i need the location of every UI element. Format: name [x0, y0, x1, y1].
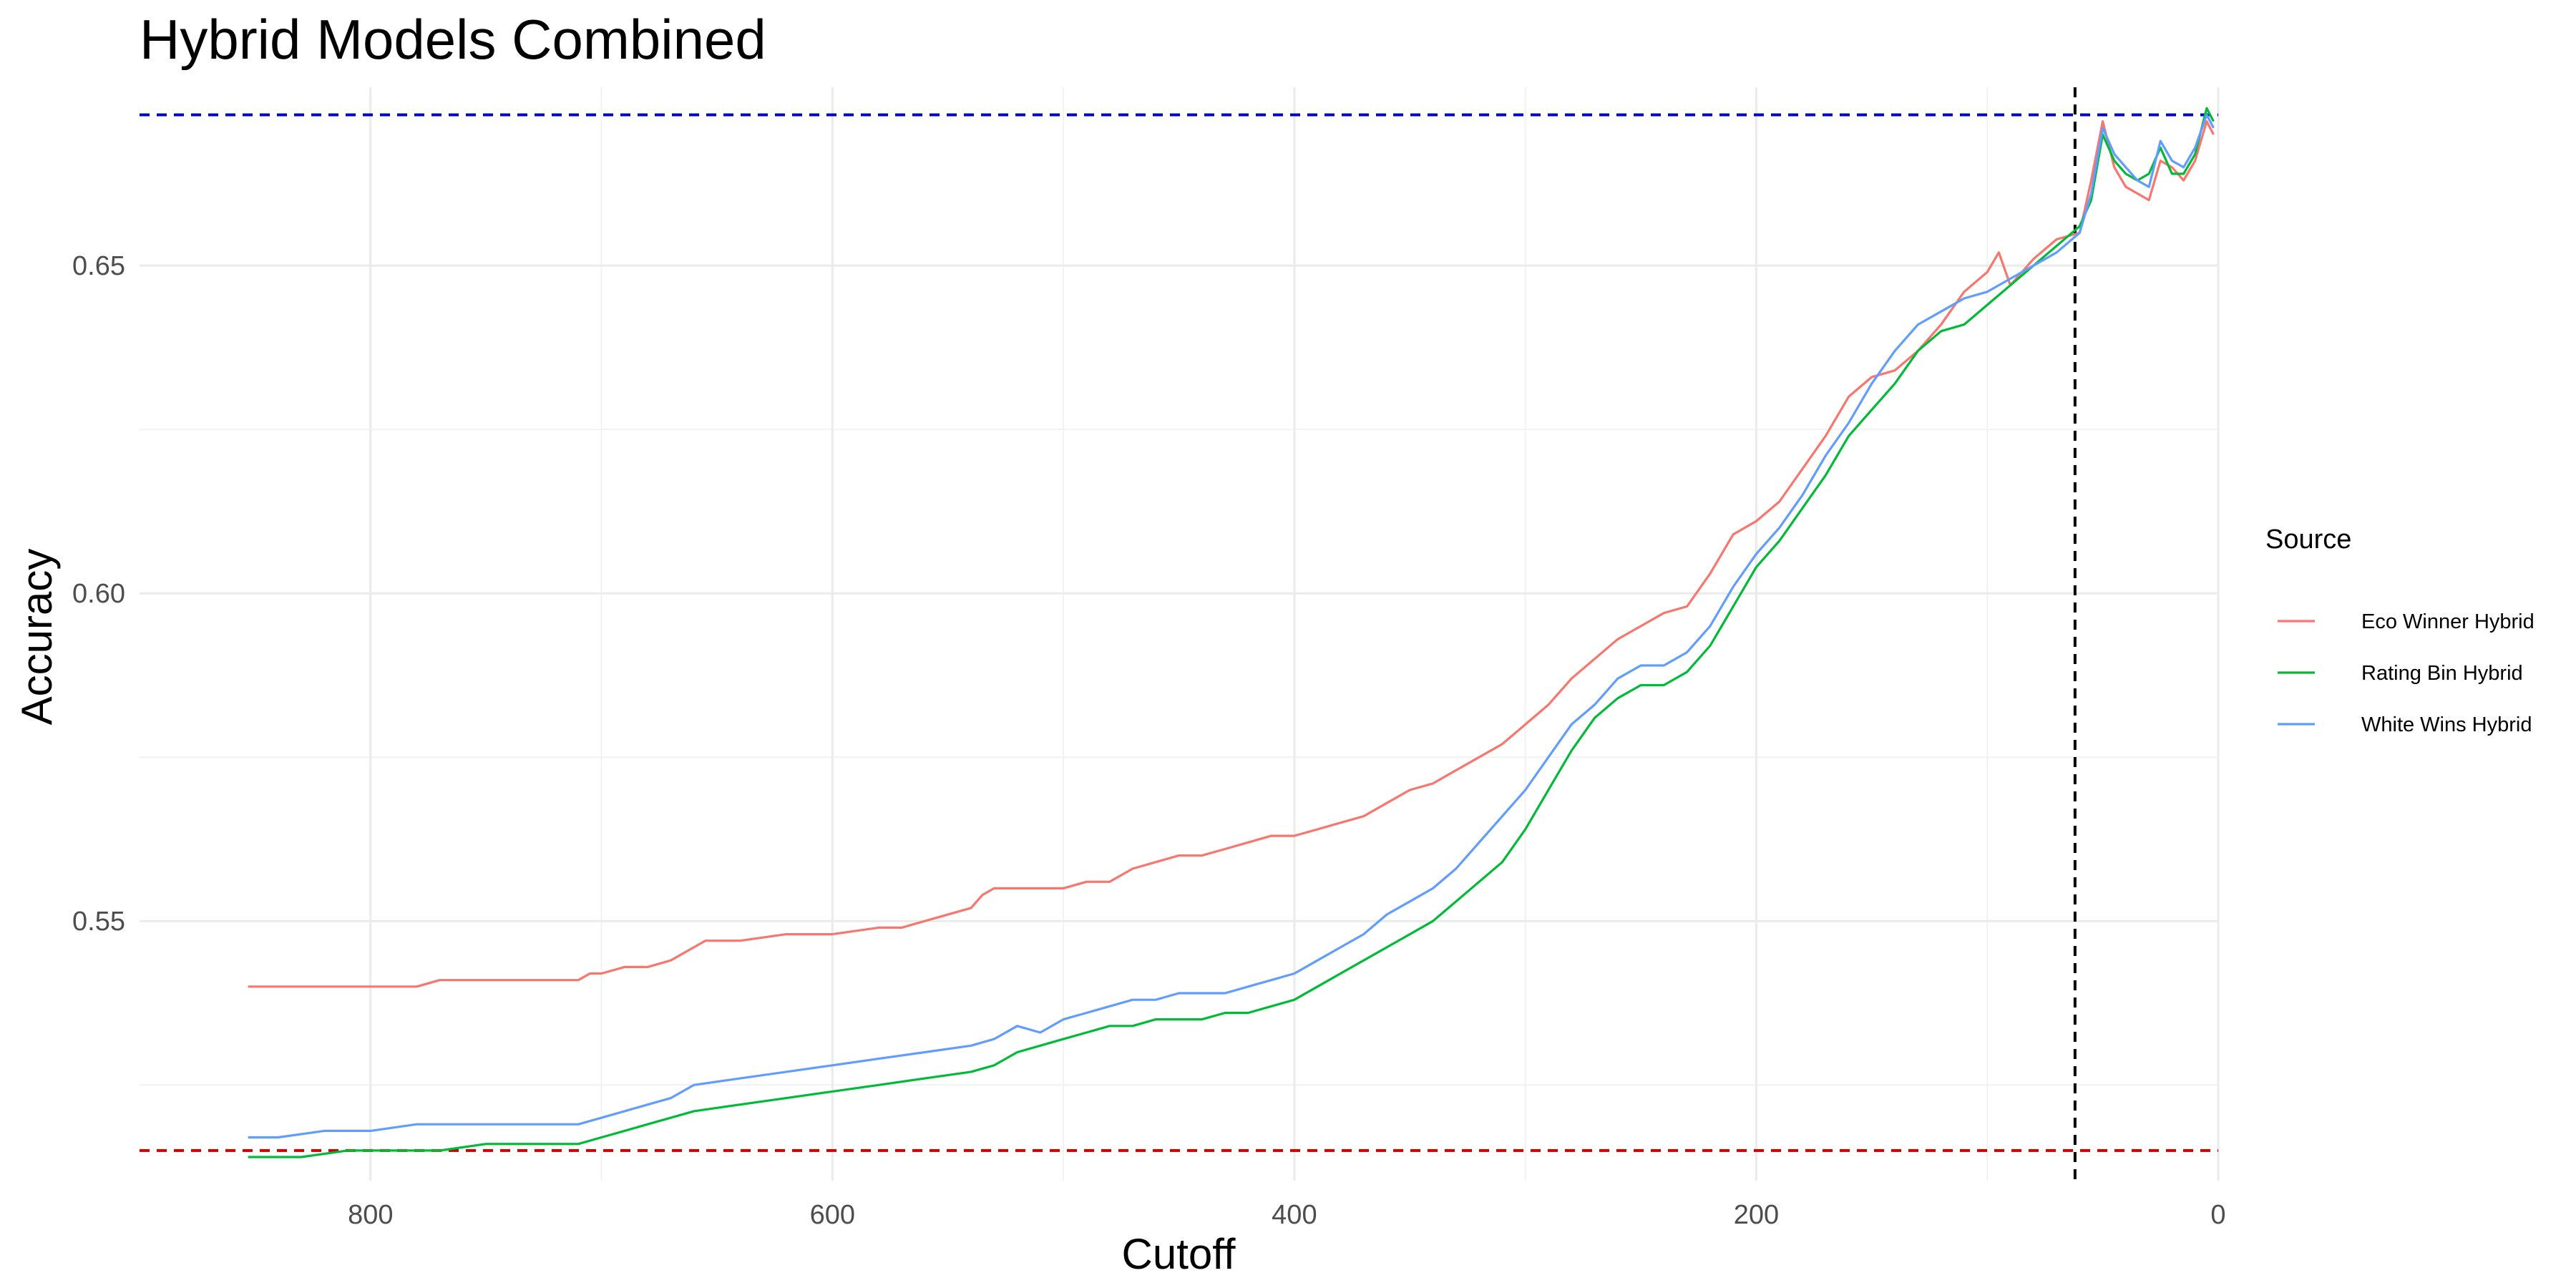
reference-lines	[140, 87, 2218, 1181]
legend-label-eco-winner: Eco Winner Hybrid	[2361, 610, 2534, 633]
series-line-rating-bin-hybrid	[248, 107, 2215, 1158]
chart-title: Hybrid Models Combined	[140, 8, 766, 71]
x-tick-label: 400	[1272, 1200, 1317, 1230]
x-axis-label: Cutoff	[1122, 1230, 1236, 1278]
series-line-white-wins-hybrid	[248, 113, 2215, 1139]
legend-entry-white-wins: White Wins Hybrid	[2278, 713, 2532, 736]
legend-entry-eco-winner: Eco Winner Hybrid	[2278, 610, 2534, 633]
x-tick-label: 0	[2210, 1200, 2225, 1230]
y-tick-label: 0.65	[72, 251, 125, 281]
x-tick-label: 600	[810, 1200, 855, 1230]
legend-label-rating-bin: Rating Bin Hybrid	[2361, 662, 2523, 685]
y-axis-ticks: 0.55 0.60 0.65	[72, 251, 125, 937]
legend-label-white-wins: White Wins Hybrid	[2361, 713, 2532, 736]
series-lines	[248, 107, 2215, 1158]
grid	[140, 87, 2220, 1181]
legend-title: Source	[2265, 525, 2351, 555]
legend: Source Eco Winner Hybrid Rating Bin Hybr…	[2265, 525, 2534, 736]
x-tick-label: 800	[348, 1200, 393, 1230]
y-tick-label: 0.60	[72, 579, 125, 609]
y-axis-label: Accuracy	[13, 549, 61, 726]
x-tick-label: 200	[1734, 1200, 1779, 1230]
legend-entry-rating-bin: Rating Bin Hybrid	[2278, 662, 2523, 685]
y-tick-label: 0.55	[72, 907, 125, 937]
series-line-eco-winner-hybrid	[248, 120, 2215, 988]
x-axis-ticks: 800 600 400 200 0	[348, 1200, 2225, 1230]
